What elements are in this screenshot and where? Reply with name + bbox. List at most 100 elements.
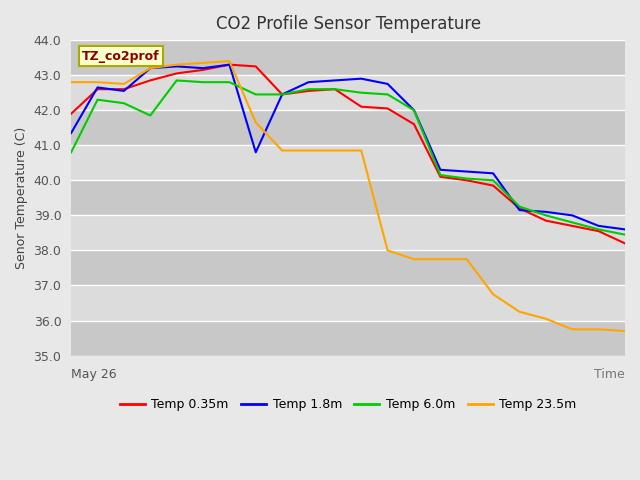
Temp 0.35m [93,86,101,92]
Temp 6.0m [516,204,524,209]
Temp 0.35m [410,121,418,127]
Line: Temp 23.5m: Temp 23.5m [71,61,625,331]
Temp 1.8m [410,108,418,113]
Temp 6.0m [490,178,497,183]
Temp 23.5m [516,309,524,315]
Temp 6.0m [410,108,418,113]
Text: May 26: May 26 [71,368,116,381]
Temp 0.35m [278,92,286,97]
Temp 6.0m [199,79,207,85]
Temp 6.0m [463,176,470,181]
Temp 0.35m [252,63,260,69]
Bar [71,145,625,180]
Temp 23.5m [173,62,180,68]
Temp 1.8m [542,209,550,215]
Temp 6.0m [147,113,154,119]
Temp 0.35m [331,86,339,92]
Temp 23.5m [225,58,233,64]
Temp 6.0m [595,227,602,232]
Temp 6.0m [436,172,444,178]
Temp 1.8m [173,63,180,69]
Temp 0.35m [516,205,524,211]
Text: TZ_co2prof: TZ_co2prof [82,49,160,62]
Temp 6.0m [278,92,286,97]
Legend: Temp 0.35m, Temp 1.8m, Temp 6.0m, Temp 23.5m: Temp 0.35m, Temp 1.8m, Temp 6.0m, Temp 2… [115,394,581,416]
Line: Temp 1.8m: Temp 1.8m [71,65,625,229]
Temp 1.8m [436,167,444,173]
Temp 1.8m [463,168,470,174]
Temp 23.5m [621,328,629,334]
Text: Time: Time [595,368,625,381]
Temp 1.8m [93,84,101,90]
Bar [71,40,625,75]
Bar [71,180,625,216]
Temp 23.5m [199,60,207,66]
Temp 1.8m [595,223,602,229]
Temp 23.5m [252,120,260,125]
Temp 6.0m [252,92,260,97]
Temp 1.8m [384,81,392,87]
Temp 23.5m [357,148,365,154]
Bar [71,75,625,110]
Temp 0.35m [595,228,602,234]
Temp 6.0m [384,92,392,97]
Temp 1.8m [490,170,497,176]
Temp 0.35m [568,223,576,229]
Temp 6.0m [67,149,75,155]
Temp 23.5m [67,79,75,85]
Temp 1.8m [357,76,365,82]
Temp 23.5m [147,65,154,71]
Temp 0.35m [120,86,128,92]
Temp 1.8m [516,207,524,213]
Bar [71,321,625,356]
Bar [71,251,625,286]
Temp 23.5m [384,248,392,253]
Temp 23.5m [278,148,286,154]
Temp 0.35m [225,62,233,68]
Title: CO2 Profile Sensor Temperature: CO2 Profile Sensor Temperature [216,15,481,33]
Temp 6.0m [225,79,233,85]
Bar [71,286,625,321]
Temp 6.0m [357,90,365,96]
Temp 0.35m [173,71,180,76]
Temp 23.5m [490,291,497,297]
Temp 6.0m [173,78,180,84]
Temp 6.0m [542,213,550,218]
Temp 6.0m [305,86,312,92]
Temp 1.8m [120,88,128,94]
Temp 6.0m [621,232,629,238]
Temp 23.5m [331,148,339,154]
Temp 6.0m [120,100,128,106]
Bar [71,216,625,251]
Temp 0.35m [621,240,629,246]
Temp 0.35m [384,106,392,111]
Y-axis label: Senor Temperature (C): Senor Temperature (C) [15,127,28,269]
Temp 0.35m [490,183,497,189]
Line: Temp 0.35m: Temp 0.35m [71,65,625,243]
Temp 1.8m [147,65,154,71]
Temp 1.8m [331,78,339,84]
Temp 23.5m [120,81,128,87]
Temp 23.5m [595,326,602,332]
Temp 1.8m [305,79,312,85]
Temp 0.35m [67,111,75,117]
Temp 6.0m [568,219,576,225]
Temp 0.35m [147,78,154,84]
Temp 1.8m [252,149,260,155]
Temp 0.35m [463,178,470,183]
Temp 0.35m [542,218,550,224]
Temp 1.8m [199,65,207,71]
Line: Temp 6.0m: Temp 6.0m [71,81,625,235]
Bar [71,110,625,145]
Temp 1.8m [621,227,629,232]
Temp 23.5m [436,256,444,262]
Temp 23.5m [463,256,470,262]
Temp 1.8m [67,130,75,136]
Temp 23.5m [93,79,101,85]
Temp 6.0m [93,97,101,103]
Temp 1.8m [278,92,286,97]
Temp 0.35m [305,88,312,94]
Temp 23.5m [568,326,576,332]
Temp 6.0m [331,86,339,92]
Temp 0.35m [436,174,444,180]
